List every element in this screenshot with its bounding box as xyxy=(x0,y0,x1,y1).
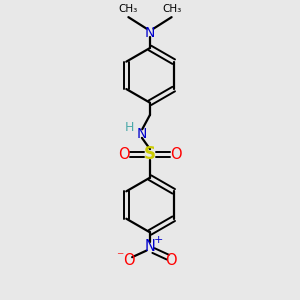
Text: CH₃: CH₃ xyxy=(119,4,138,14)
Text: N: N xyxy=(145,239,155,254)
Text: O: O xyxy=(170,147,182,162)
Text: O: O xyxy=(118,147,130,162)
Text: O: O xyxy=(165,253,177,268)
Text: ⁻: ⁻ xyxy=(116,250,124,264)
Text: N: N xyxy=(137,127,147,141)
Text: H: H xyxy=(125,121,134,134)
Text: +: + xyxy=(153,235,163,245)
Text: N: N xyxy=(145,26,155,40)
Text: O: O xyxy=(123,253,135,268)
Text: CH₃: CH₃ xyxy=(162,4,181,14)
Text: S: S xyxy=(144,145,156,163)
